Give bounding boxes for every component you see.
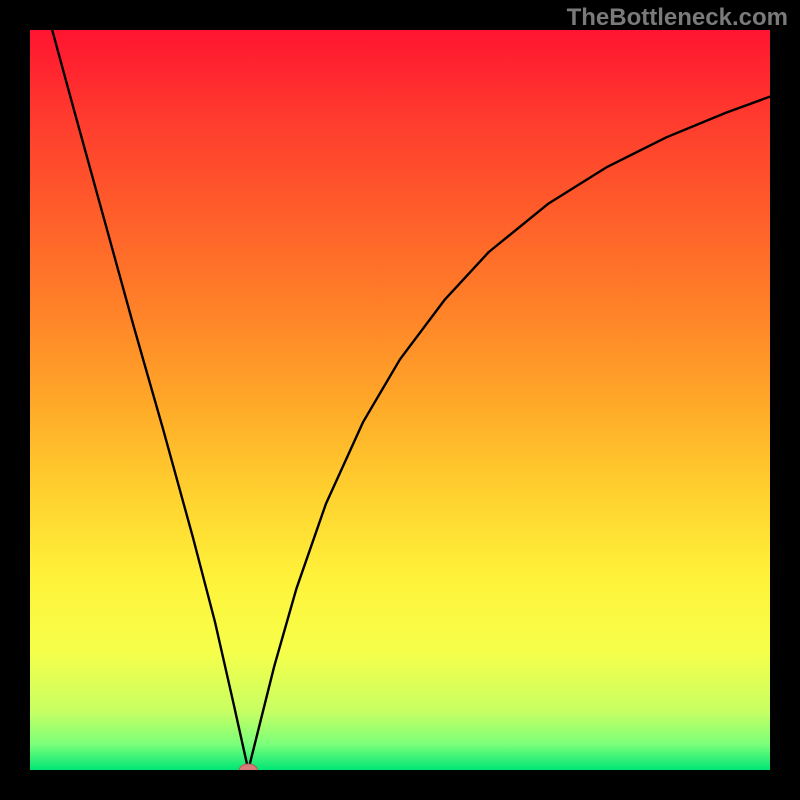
plot-area <box>30 30 770 770</box>
plot-svg <box>30 30 770 770</box>
watermark-text: TheBottleneck.com <box>567 4 788 32</box>
chart-frame: TheBottleneck.com <box>0 0 800 800</box>
